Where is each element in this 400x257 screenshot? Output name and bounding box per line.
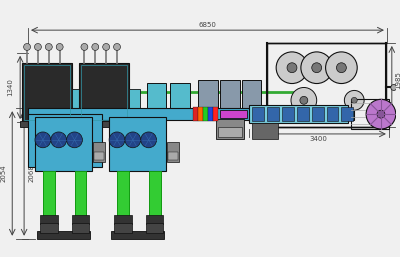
Text: 2068: 2068 xyxy=(28,164,34,182)
FancyBboxPatch shape xyxy=(93,142,105,162)
Text: 2054: 2054 xyxy=(0,165,6,182)
Circle shape xyxy=(81,43,88,50)
Circle shape xyxy=(56,43,63,50)
Circle shape xyxy=(125,132,141,148)
Circle shape xyxy=(34,43,42,50)
FancyBboxPatch shape xyxy=(114,215,132,224)
FancyBboxPatch shape xyxy=(168,142,179,162)
FancyBboxPatch shape xyxy=(297,107,309,121)
FancyBboxPatch shape xyxy=(282,107,294,121)
Circle shape xyxy=(24,43,30,50)
FancyBboxPatch shape xyxy=(43,170,55,216)
Circle shape xyxy=(141,132,156,148)
FancyBboxPatch shape xyxy=(218,127,242,137)
FancyBboxPatch shape xyxy=(72,215,89,224)
FancyBboxPatch shape xyxy=(342,107,353,121)
FancyBboxPatch shape xyxy=(242,80,261,117)
FancyBboxPatch shape xyxy=(147,82,166,112)
FancyBboxPatch shape xyxy=(37,231,90,239)
FancyBboxPatch shape xyxy=(198,107,203,121)
Circle shape xyxy=(114,43,120,50)
Circle shape xyxy=(51,132,67,148)
FancyBboxPatch shape xyxy=(250,105,348,123)
FancyBboxPatch shape xyxy=(170,82,190,112)
FancyBboxPatch shape xyxy=(267,107,279,121)
Circle shape xyxy=(336,63,346,73)
Circle shape xyxy=(35,132,51,148)
FancyBboxPatch shape xyxy=(146,215,164,224)
FancyBboxPatch shape xyxy=(40,223,58,233)
Circle shape xyxy=(276,52,308,84)
Circle shape xyxy=(301,52,332,84)
FancyBboxPatch shape xyxy=(72,223,89,233)
FancyBboxPatch shape xyxy=(74,170,86,216)
Circle shape xyxy=(103,43,110,50)
FancyBboxPatch shape xyxy=(252,107,264,121)
Circle shape xyxy=(291,87,317,113)
Circle shape xyxy=(92,43,99,50)
Text: 3400: 3400 xyxy=(310,136,328,142)
FancyBboxPatch shape xyxy=(213,107,218,121)
Circle shape xyxy=(300,96,308,104)
Circle shape xyxy=(344,90,364,110)
Circle shape xyxy=(312,63,322,73)
FancyBboxPatch shape xyxy=(129,89,140,117)
Circle shape xyxy=(45,43,52,50)
FancyBboxPatch shape xyxy=(198,80,218,117)
FancyBboxPatch shape xyxy=(114,223,132,233)
FancyBboxPatch shape xyxy=(28,108,354,120)
FancyBboxPatch shape xyxy=(80,63,129,122)
FancyBboxPatch shape xyxy=(312,107,324,121)
Circle shape xyxy=(67,132,82,148)
FancyBboxPatch shape xyxy=(252,123,278,139)
FancyBboxPatch shape xyxy=(109,117,166,171)
Circle shape xyxy=(109,132,125,148)
FancyBboxPatch shape xyxy=(146,223,164,233)
Text: 6850: 6850 xyxy=(198,22,216,28)
FancyBboxPatch shape xyxy=(35,117,92,171)
FancyBboxPatch shape xyxy=(203,107,208,121)
Text: 1985: 1985 xyxy=(395,71,400,89)
FancyBboxPatch shape xyxy=(78,121,131,127)
Text: 1340: 1340 xyxy=(7,79,13,96)
Circle shape xyxy=(391,85,397,90)
Circle shape xyxy=(351,97,357,103)
FancyBboxPatch shape xyxy=(111,231,164,239)
FancyBboxPatch shape xyxy=(326,107,338,121)
FancyBboxPatch shape xyxy=(28,114,102,167)
FancyBboxPatch shape xyxy=(193,107,198,121)
Circle shape xyxy=(366,99,396,129)
Circle shape xyxy=(377,110,385,118)
Circle shape xyxy=(326,52,357,84)
FancyBboxPatch shape xyxy=(220,80,240,117)
FancyBboxPatch shape xyxy=(117,170,129,216)
FancyBboxPatch shape xyxy=(168,152,178,160)
FancyBboxPatch shape xyxy=(216,119,244,139)
FancyBboxPatch shape xyxy=(72,89,82,117)
FancyBboxPatch shape xyxy=(40,215,58,224)
Circle shape xyxy=(287,63,297,73)
FancyBboxPatch shape xyxy=(220,110,248,118)
FancyBboxPatch shape xyxy=(22,63,72,122)
FancyBboxPatch shape xyxy=(149,170,160,216)
FancyBboxPatch shape xyxy=(208,107,213,121)
FancyBboxPatch shape xyxy=(20,121,74,127)
FancyBboxPatch shape xyxy=(94,152,104,160)
